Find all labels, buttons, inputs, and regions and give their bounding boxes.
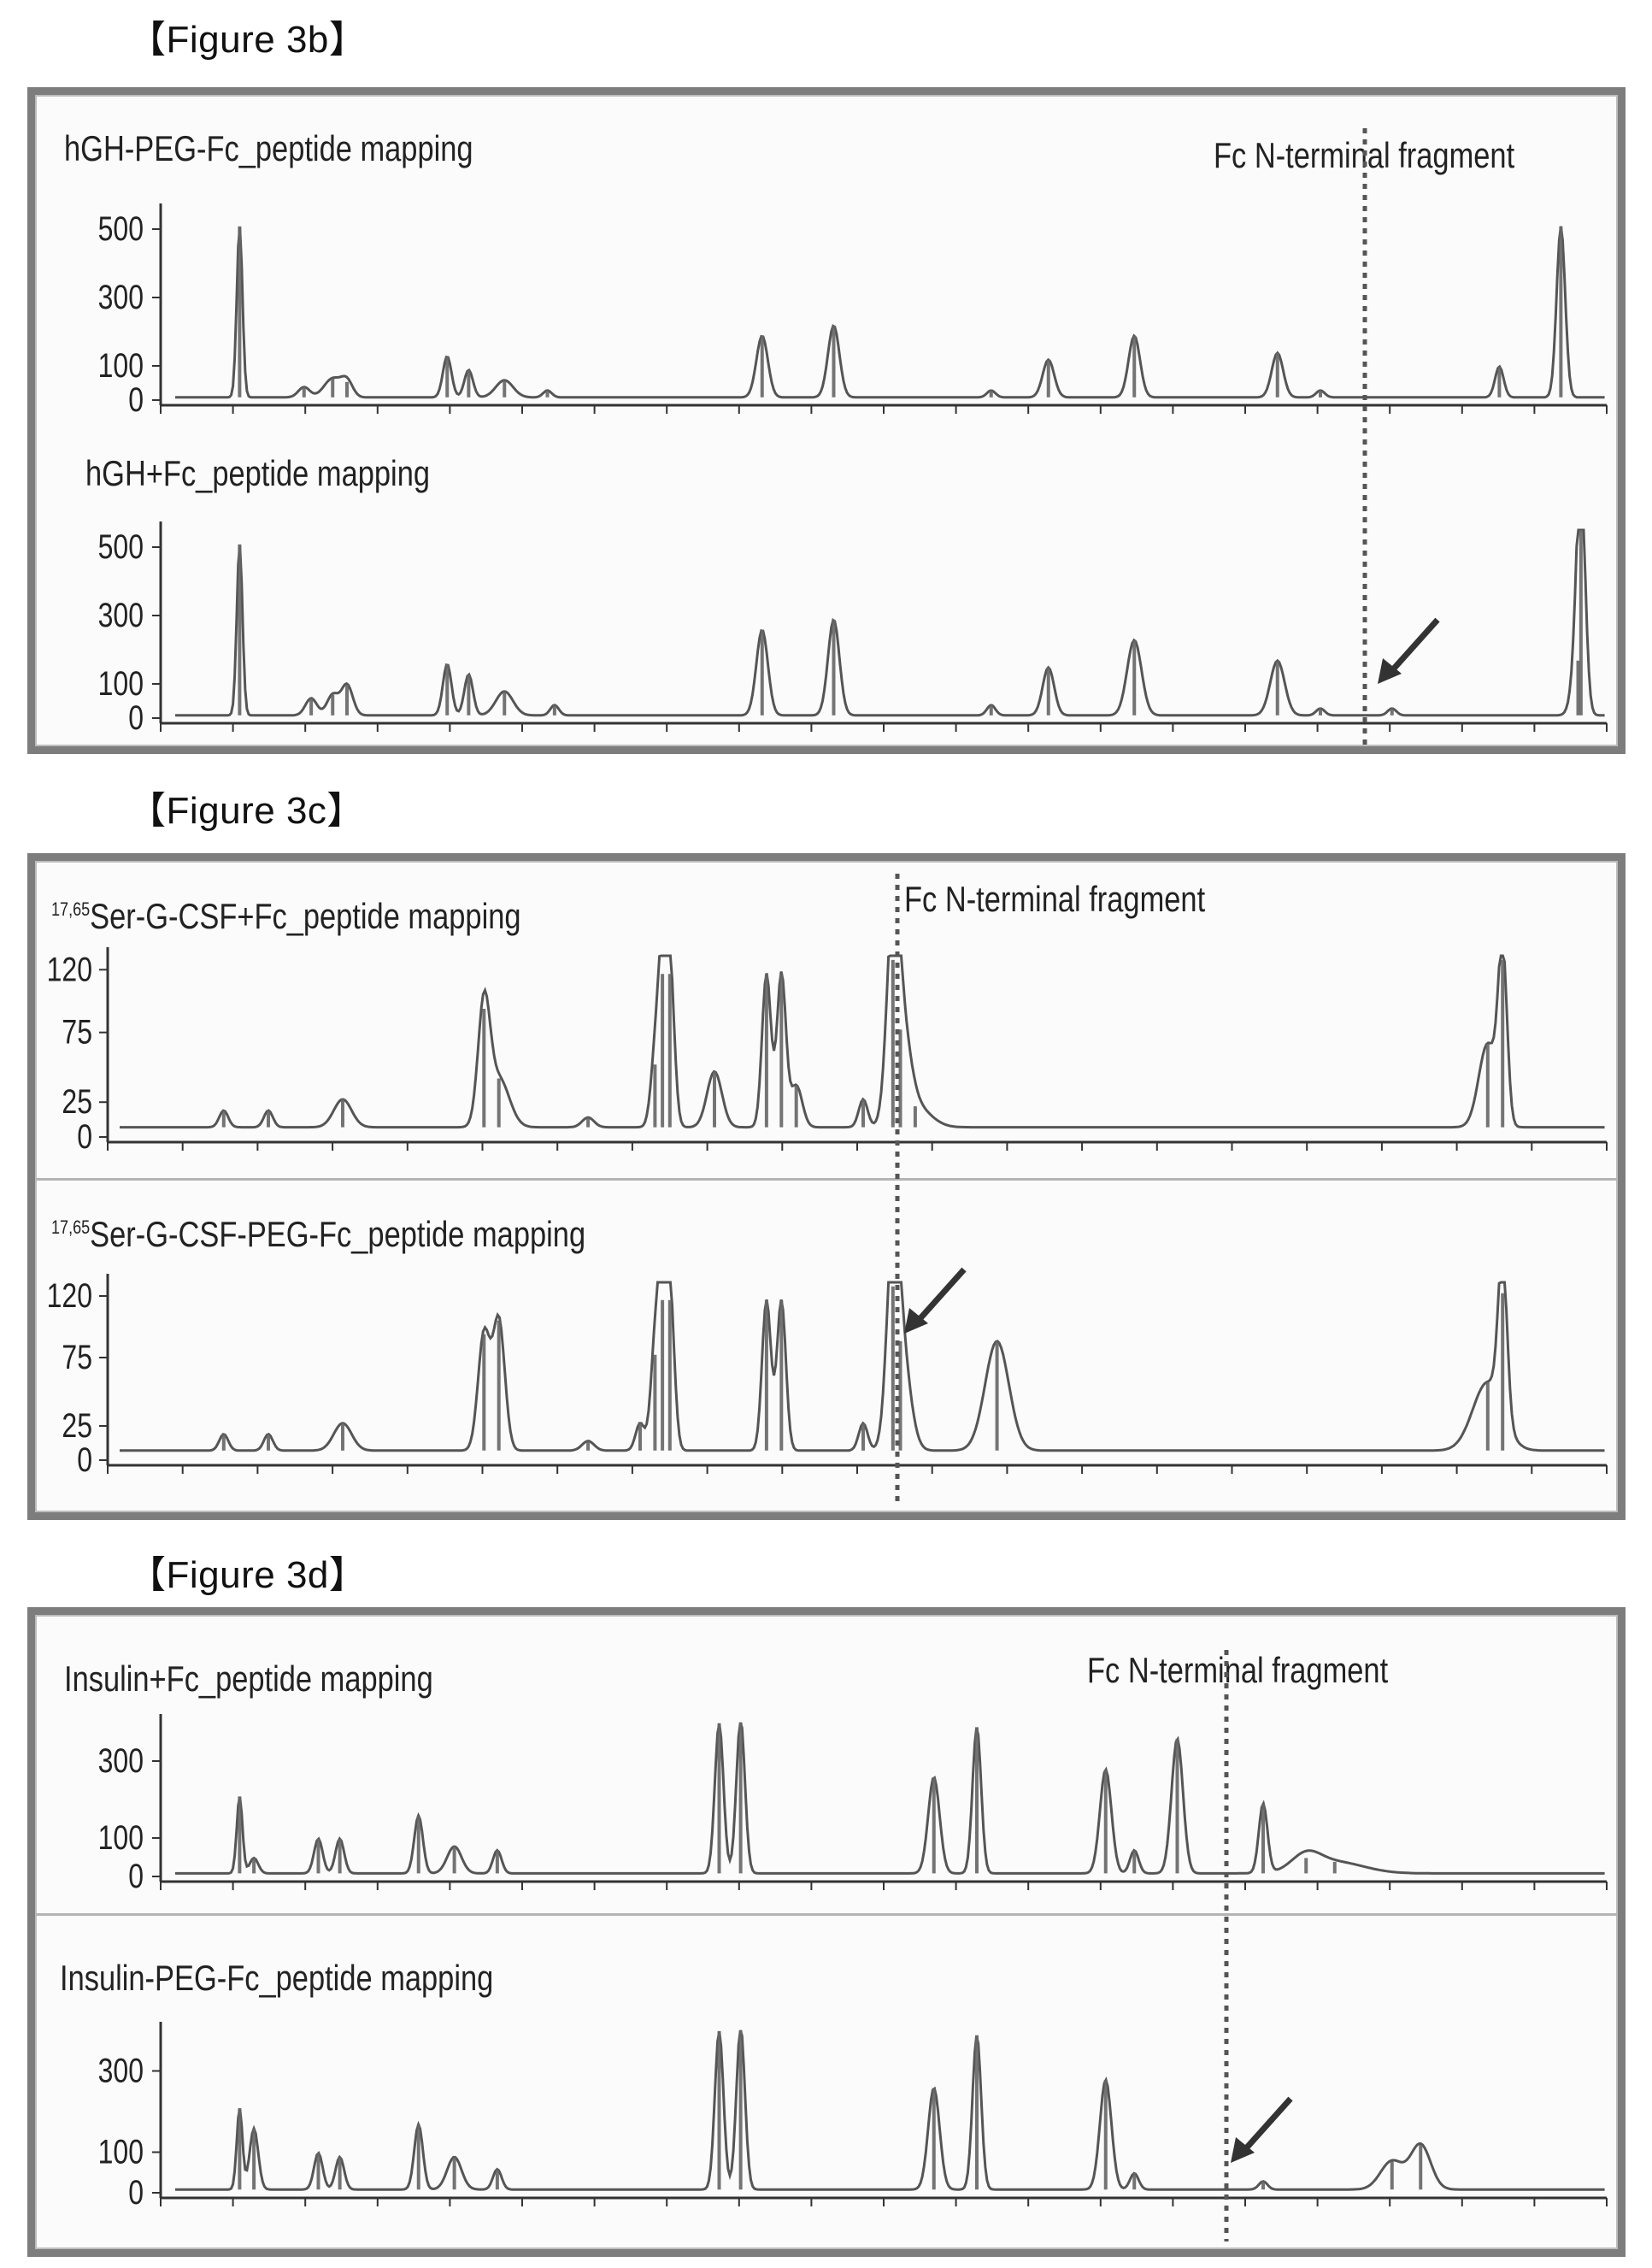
chromatogram-trace: [175, 1722, 1605, 1875]
figure-3c-top-panel-title: 17,65Ser-G-CSF+Fc_peptide mapping: [51, 896, 521, 936]
y-tick-label: 120: [47, 950, 92, 988]
figure-3d-heading: 【Figure 3d】: [128, 1554, 367, 1596]
y-tick-label: 0: [128, 380, 144, 419]
y-tick-label: 100: [98, 664, 144, 703]
y-tick-label: 75: [62, 1012, 92, 1051]
y-tick-label: 0: [128, 698, 144, 737]
figure-3d-bottom-panel-title: Insulin-PEG-Fc_peptide mapping: [60, 1958, 494, 1998]
figure-3b-top-panel-title: hGH-PEG-Fc_peptide mapping: [64, 128, 473, 168]
y-tick-label: 75: [62, 1338, 92, 1376]
y-tick-label: 0: [77, 1440, 92, 1479]
figure-3d-separator: [36, 1913, 1617, 1916]
y-tick-label: 100: [98, 2132, 144, 2171]
figure-3c-separator: [36, 1178, 1617, 1181]
figure-3b-heading: 【Figure 3b】: [128, 19, 367, 61]
y-tick-label: 300: [98, 1741, 144, 1780]
y-tick-label: 0: [128, 1857, 144, 1895]
figure-3d-top-panel-title: Insulin+Fc_peptide mapping: [64, 1658, 433, 1699]
figure-3c-bottom-panel-title: 17,65Ser-G-CSF-PEG-Fc_peptide mapping: [51, 1214, 586, 1254]
figure-3c-fc-fragment-label: Fc N-terminal fragment: [904, 879, 1206, 919]
figure-3b-bottom-panel-title: hGH+Fc_peptide mapping: [85, 453, 431, 493]
arrow-icon: [1378, 617, 1440, 684]
y-tick-label: 100: [98, 346, 144, 385]
figure-3b-frame: [27, 87, 1626, 754]
y-tick-label: 300: [98, 596, 144, 634]
figure-3c-heading: 【Figure 3c】: [128, 790, 365, 832]
y-tick-label: 0: [77, 1117, 92, 1156]
y-tick-label: 300: [98, 2051, 144, 2089]
y-tick-label: 500: [98, 527, 144, 566]
chromatogram-trace: [175, 528, 1605, 717]
y-tick-label: 300: [98, 278, 144, 316]
y-tick-label: 100: [98, 1818, 144, 1857]
arrow-icon: [1231, 2096, 1293, 2163]
y-tick-label: 25: [62, 1406, 92, 1445]
figure-3d-fc-fragment-label: Fc N-terminal fragment: [1087, 1650, 1389, 1690]
y-tick-label: 120: [47, 1276, 92, 1315]
arrow-icon: [904, 1267, 967, 1334]
y-tick-label: 500: [98, 209, 144, 248]
figure-3c-frame: [27, 853, 1626, 1520]
y-tick-label: 0: [128, 2173, 144, 2212]
y-tick-label: 25: [62, 1082, 92, 1121]
figure-3d-frame: [27, 1607, 1626, 2257]
chromatogram-trace: [175, 2029, 1605, 2191]
